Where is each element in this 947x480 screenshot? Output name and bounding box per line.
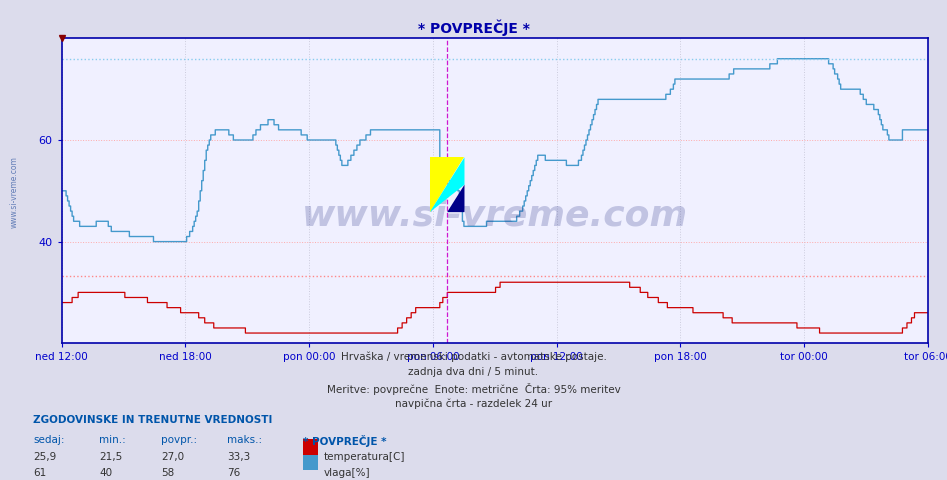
- Text: ZGODOVINSKE IN TRENUTNE VREDNOSTI: ZGODOVINSKE IN TRENUTNE VREDNOSTI: [33, 415, 273, 425]
- Text: www.si-vreme.com: www.si-vreme.com: [302, 198, 688, 232]
- Text: 33,3: 33,3: [227, 452, 251, 462]
- Text: temperatura[C]: temperatura[C]: [324, 452, 405, 462]
- Text: 40: 40: [99, 468, 113, 478]
- Polygon shape: [447, 185, 464, 212]
- Text: 76: 76: [227, 468, 241, 478]
- Text: 21,5: 21,5: [99, 452, 123, 462]
- Text: min.:: min.:: [99, 435, 126, 445]
- Text: 61: 61: [33, 468, 46, 478]
- Text: povpr.:: povpr.:: [161, 435, 197, 445]
- Polygon shape: [430, 157, 464, 212]
- Text: 25,9: 25,9: [33, 452, 57, 462]
- Text: vlaga[%]: vlaga[%]: [324, 468, 370, 478]
- Text: 27,0: 27,0: [161, 452, 184, 462]
- Text: * POVPREČJE *: * POVPREČJE *: [303, 435, 386, 447]
- Text: * POVPREČJE *: * POVPREČJE *: [418, 19, 529, 36]
- Text: navpična črta - razdelek 24 ur: navpična črta - razdelek 24 ur: [395, 399, 552, 409]
- Text: www.si-vreme.com: www.si-vreme.com: [9, 156, 19, 228]
- Text: sedaj:: sedaj:: [33, 435, 64, 445]
- Text: zadnja dva dni / 5 minut.: zadnja dva dni / 5 minut.: [408, 367, 539, 377]
- Text: maks.:: maks.:: [227, 435, 262, 445]
- Text: 58: 58: [161, 468, 174, 478]
- Text: Hrvaška / vremenski podatki - avtomatske postaje.: Hrvaška / vremenski podatki - avtomatske…: [341, 351, 606, 362]
- Text: Meritve: povprečne  Enote: metrične  Črta: 95% meritev: Meritve: povprečne Enote: metrične Črta:…: [327, 383, 620, 395]
- Polygon shape: [430, 157, 464, 212]
